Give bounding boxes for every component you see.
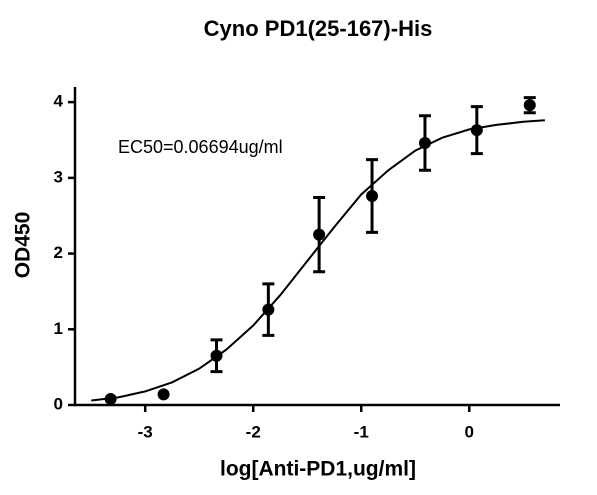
x-axis-label: log[Anti-PD1,ug/ml] bbox=[220, 458, 416, 481]
y-tick-label: 0 bbox=[54, 394, 63, 413]
data-point bbox=[262, 303, 275, 316]
y-tick-label: 3 bbox=[54, 167, 63, 186]
data-point bbox=[157, 388, 170, 401]
data-point bbox=[104, 392, 117, 405]
chart-title: Cyno PD1(25-167)-His bbox=[204, 16, 433, 41]
y-tick-label: 1 bbox=[54, 319, 63, 338]
x-tick-label: -3 bbox=[138, 422, 153, 441]
y-tick-label: 2 bbox=[54, 243, 63, 262]
y-tick-label: 4 bbox=[54, 92, 64, 111]
data-point bbox=[313, 228, 326, 241]
x-tick-label: -1 bbox=[354, 422, 369, 441]
data-point bbox=[523, 99, 536, 112]
annotation: EC50=0.06694ug/ml bbox=[118, 137, 283, 157]
data-point bbox=[470, 124, 483, 137]
x-tick-label: -2 bbox=[246, 422, 261, 441]
data-point bbox=[366, 190, 379, 203]
x-tick-label: 0 bbox=[465, 422, 474, 441]
y-axis-label: OD450 bbox=[12, 212, 35, 279]
data-point bbox=[210, 349, 223, 362]
data-point bbox=[418, 137, 431, 150]
